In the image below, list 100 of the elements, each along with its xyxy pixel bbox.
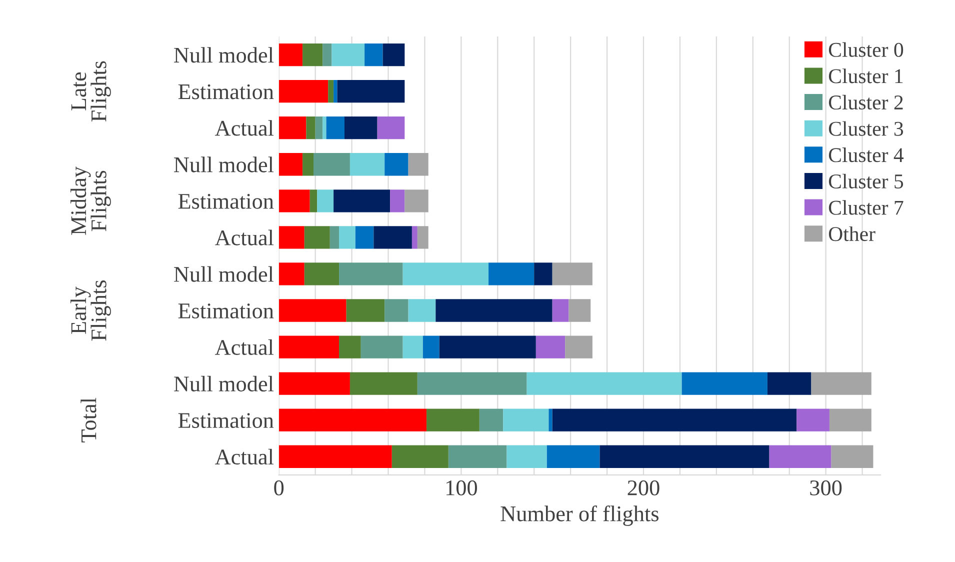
- legend-label: Cluster 1: [828, 68, 903, 84]
- y-tick-label: Estimation: [178, 84, 274, 100]
- bar: [278, 262, 304, 286]
- bar: [417, 372, 527, 395]
- x-tick-label: 200: [628, 480, 660, 496]
- bar: [346, 299, 385, 322]
- bar: [350, 153, 385, 176]
- bar: [796, 408, 830, 432]
- bar: [344, 116, 378, 140]
- bar: [408, 153, 428, 176]
- bar: [374, 226, 412, 249]
- bar: [392, 445, 448, 468]
- bar: [377, 116, 405, 140]
- bar: [422, 336, 440, 358]
- bar: [568, 299, 591, 322]
- bar: [278, 336, 340, 358]
- bar: [831, 445, 874, 468]
- bar: [322, 43, 332, 66]
- bar: [304, 262, 340, 286]
- bar: [278, 80, 328, 103]
- bar: [278, 190, 310, 212]
- bar: [565, 336, 592, 358]
- bar: [552, 408, 797, 432]
- bar: [546, 445, 600, 468]
- bar: [417, 226, 428, 249]
- bar: [436, 299, 552, 322]
- x-tick-label: 300: [810, 480, 842, 496]
- bar: [548, 408, 552, 432]
- bar: [278, 408, 427, 432]
- y-tick-label: Null model: [174, 156, 274, 172]
- bar: [278, 43, 303, 66]
- bar: [304, 226, 330, 249]
- bar: [314, 153, 350, 176]
- bar: [317, 190, 334, 212]
- bar: [315, 116, 323, 140]
- bar: [278, 299, 346, 322]
- y-tick-label: Estimation: [178, 304, 274, 318]
- bar: [536, 336, 566, 358]
- text: Early Flights: [70, 280, 111, 341]
- bar: [326, 116, 344, 140]
- bar: [334, 80, 338, 103]
- x-tick-label: 0: [274, 480, 284, 496]
- bar: [503, 408, 549, 432]
- bar: [767, 372, 812, 395]
- bar: [479, 408, 504, 432]
- bar: [278, 153, 303, 176]
- legend-label: Cluster 5: [828, 174, 904, 188]
- legend-label: Cluster 0: [828, 42, 904, 57]
- bar: [302, 43, 323, 66]
- legend-label: Cluster 4: [828, 148, 904, 162]
- bar: [339, 336, 361, 358]
- y-tick-label: Null model: [174, 376, 274, 392]
- bar: [526, 372, 682, 395]
- bar: [337, 80, 405, 103]
- bar: [278, 226, 304, 249]
- y-tick-label: Estimation: [178, 194, 274, 209]
- legend-label: Cluster 3: [828, 121, 904, 136]
- y-tick-label: Actual: [214, 230, 274, 246]
- text: Total: [80, 398, 96, 442]
- bar: [439, 336, 536, 358]
- bar: [278, 116, 306, 140]
- y-tick-label: Null model: [174, 47, 274, 63]
- bar: [355, 226, 374, 249]
- y-tick-label: Actual: [214, 339, 274, 355]
- bar: [552, 299, 569, 322]
- bar: [390, 190, 405, 212]
- bar: [330, 226, 340, 249]
- bar: [384, 299, 408, 322]
- bar: [408, 299, 436, 322]
- bar: [322, 116, 326, 140]
- bar: [769, 445, 832, 468]
- text: Midday Flights: [70, 166, 111, 235]
- bar: [412, 226, 418, 249]
- bar: [350, 372, 418, 395]
- y-tick-label: Estimation: [178, 413, 274, 428]
- x-tick-label: 100: [446, 480, 477, 496]
- bar: [402, 262, 489, 286]
- bar: [302, 153, 314, 176]
- bar: [339, 262, 403, 286]
- x-axis-title: Number of flights: [500, 505, 658, 526]
- bar: [384, 153, 408, 176]
- bar: [404, 190, 428, 212]
- bar: [360, 336, 403, 358]
- y-tick-label: Null model: [174, 266, 274, 282]
- bar: [278, 445, 392, 468]
- legend-label: Cluster 2: [828, 94, 903, 110]
- bar: [506, 445, 547, 468]
- bar: [332, 43, 365, 66]
- bar: [328, 80, 334, 103]
- bar: [382, 43, 405, 66]
- bar: [552, 262, 592, 286]
- y-tick-label: Actual: [214, 448, 274, 465]
- bar: [364, 43, 383, 66]
- bar: [682, 372, 768, 395]
- bar: [306, 116, 316, 140]
- bar: [448, 445, 507, 468]
- legend-label: Cluster 7: [828, 200, 904, 215]
- bar: [426, 408, 480, 432]
- bar: [829, 408, 872, 432]
- bar: [488, 262, 534, 286]
